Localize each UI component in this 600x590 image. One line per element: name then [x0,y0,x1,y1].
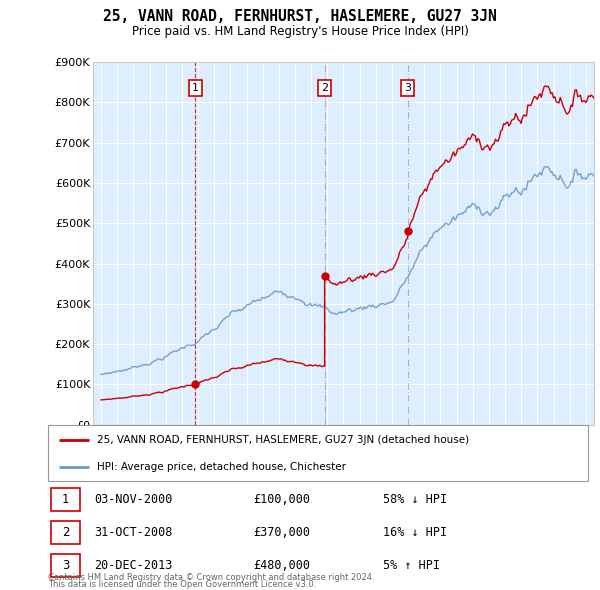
Text: 25, VANN ROAD, FERNHURST, HASLEMERE, GU27 3JN: 25, VANN ROAD, FERNHURST, HASLEMERE, GU2… [103,9,497,24]
Text: 5% ↑ HPI: 5% ↑ HPI [383,559,440,572]
Text: 03-NOV-2000: 03-NOV-2000 [94,493,172,506]
Text: 31-OCT-2008: 31-OCT-2008 [94,526,172,539]
Text: 16% ↓ HPI: 16% ↓ HPI [383,526,447,539]
FancyBboxPatch shape [50,554,80,577]
Text: 3: 3 [62,559,69,572]
Text: 1: 1 [62,493,70,506]
Text: 20-DEC-2013: 20-DEC-2013 [94,559,172,572]
FancyBboxPatch shape [48,425,588,481]
Text: 2: 2 [321,83,328,93]
Text: £480,000: £480,000 [253,559,310,572]
Text: 25, VANN ROAD, FERNHURST, HASLEMERE, GU27 3JN (detached house): 25, VANN ROAD, FERNHURST, HASLEMERE, GU2… [97,435,469,445]
Text: 2: 2 [62,526,70,539]
Text: £100,000: £100,000 [253,493,310,506]
Text: 3: 3 [404,83,411,93]
FancyBboxPatch shape [50,521,80,544]
Text: This data is licensed under the Open Government Licence v3.0.: This data is licensed under the Open Gov… [48,581,316,589]
Text: £370,000: £370,000 [253,526,310,539]
FancyBboxPatch shape [50,488,80,511]
Text: 58% ↓ HPI: 58% ↓ HPI [383,493,447,506]
Text: HPI: Average price, detached house, Chichester: HPI: Average price, detached house, Chic… [97,462,346,472]
Text: 1: 1 [192,83,199,93]
Text: Price paid vs. HM Land Registry's House Price Index (HPI): Price paid vs. HM Land Registry's House … [131,25,469,38]
Text: Contains HM Land Registry data © Crown copyright and database right 2024.: Contains HM Land Registry data © Crown c… [48,573,374,582]
